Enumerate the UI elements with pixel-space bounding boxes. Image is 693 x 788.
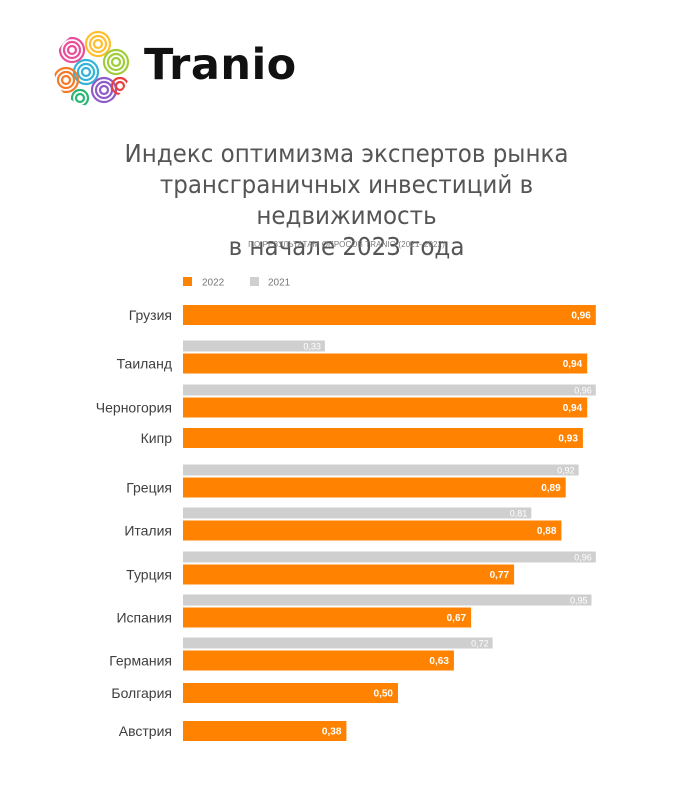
bar-2021 [183,594,592,606]
category-label: Грузия [129,307,172,323]
bar-2021-value-label: 0,72 [471,639,489,649]
category-label: Греция [126,480,172,496]
bar-2022 [183,683,398,703]
category-label: Австрия [119,723,172,739]
brand-name: Tranio [144,40,297,90]
bar-2022-value-label: 0,77 [490,570,510,581]
legend-swatch-2022 [183,277,192,286]
category-label: Турция [126,567,172,583]
chart-subtitle: ПО РЕЗУЛЬТАТАМ ОПРОСОВ TRANIO (2021–2022… [248,240,445,249]
tranio-logo-icon [54,30,130,106]
bar-2021-value-label: 0,95 [570,596,588,606]
bar-2021 [183,637,493,649]
bar-2021-value-label: 0,33 [303,342,321,352]
bar-2021 [183,340,325,352]
category-label: Болгария [111,685,172,701]
bar-2021 [183,384,596,396]
bar-2022-value-label: 0,63 [429,656,449,667]
bar-2022 [183,397,588,418]
bar-2022 [183,564,515,585]
chart-title-line-2: трансграничных инвестиций в недвижимость [159,170,534,230]
bar-2021 [183,507,532,519]
bar-2022 [183,477,566,498]
tranio-logo: Tranio [52,28,296,108]
bar-2022-value-label: 0,67 [447,613,467,624]
bar-2021-value-label: 0,81 [510,509,528,519]
bar-2022-value-label: 0,89 [541,483,561,494]
bar-2022-value-label: 0,94 [563,403,583,414]
category-label: Таиланд [117,356,172,372]
category-label: Черногория [96,400,172,416]
legend-swatch-2021 [250,277,259,286]
bar-2022 [183,607,472,628]
bar-2021-value-label: 0,96 [574,553,592,563]
bar-2022-value-label: 0,38 [322,727,342,738]
bar-2022 [183,353,588,374]
bar-2021 [183,464,579,476]
bar-2022 [183,650,454,671]
bar-2022-value-label: 0,93 [558,434,578,445]
bar-2022-value-label: 0,88 [537,526,557,537]
chart-title: Индекс оптимизма экспертов рынка трансгр… [92,138,601,262]
legend-label-2022: 2022 [202,278,225,289]
bar-2021 [183,551,596,563]
chart-bars: 0,96 Грузия 0,33 0,94 Таиланд 0,96 0,94 Черного… [96,305,596,741]
category-label: Испания [116,610,172,626]
bar-2022 [183,520,562,541]
category-label: Кипр [141,430,173,446]
chart-title-line-3: в начале 2023 года [228,232,465,261]
bar-2022 [183,428,583,448]
chart-title-line-1: Индекс оптимизма экспертов рынка [124,139,569,168]
bar-2022-value-label: 0,50 [374,689,394,700]
category-label: Германия [109,653,172,669]
bar-2021-value-label: 0,92 [557,466,575,476]
chart-legend: 2022 2021 [183,277,291,289]
category-label: Италия [124,523,172,539]
bar-2022-value-label: 0,94 [563,359,583,370]
bar-2022 [183,305,596,325]
bar-2022 [183,721,347,741]
bar-2021-value-label: 0,96 [574,386,592,396]
bar-2022-value-label: 0,96 [571,311,591,322]
legend-label-2021: 2021 [268,278,291,289]
